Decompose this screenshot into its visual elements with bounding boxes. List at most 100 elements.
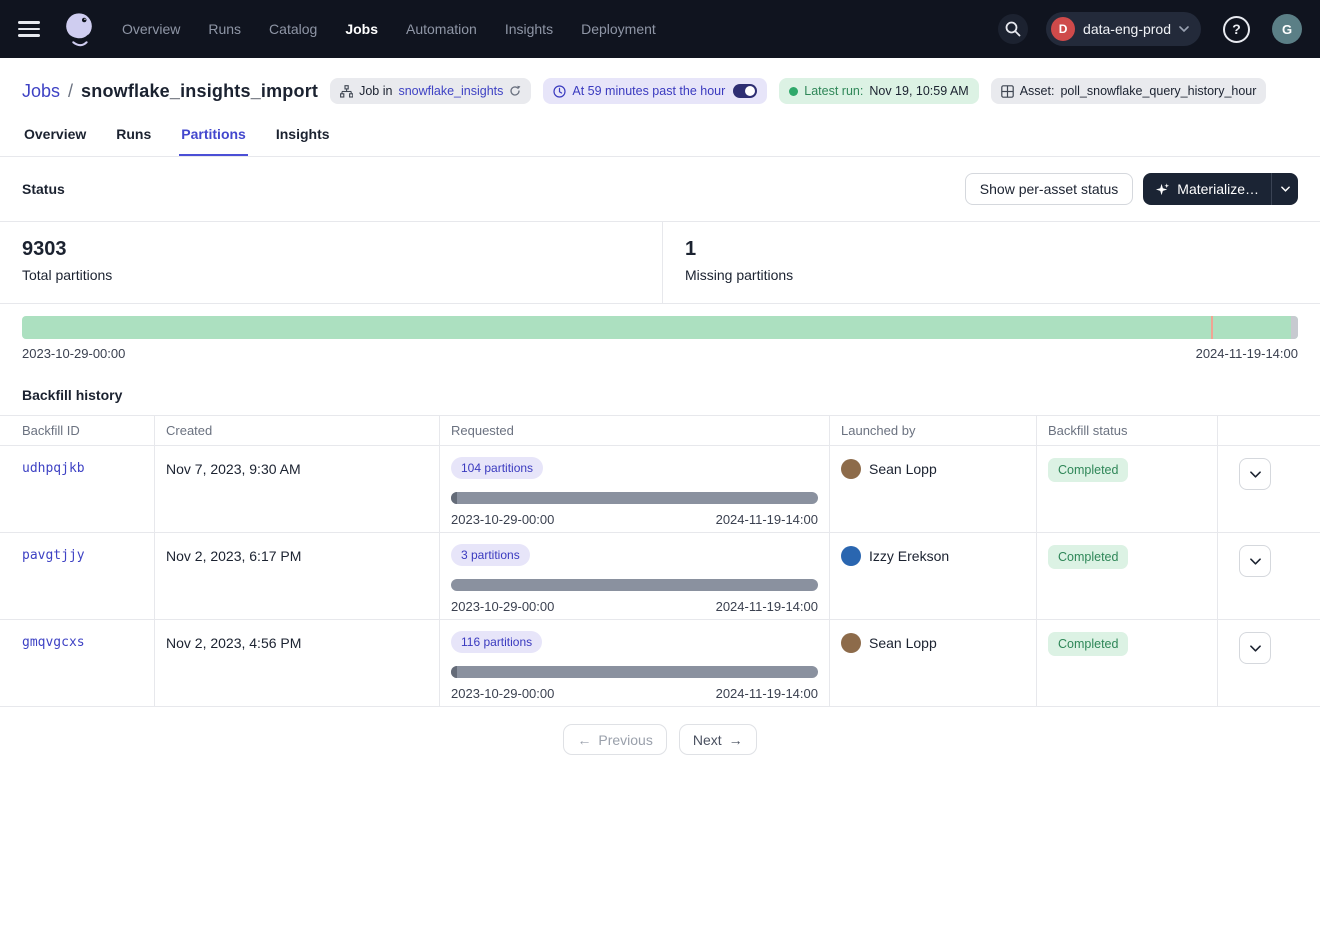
tab-insights[interactable]: Insights bbox=[274, 120, 332, 156]
dagster-logo-icon[interactable] bbox=[60, 7, 100, 51]
missing-partitions-stat: 1 Missing partitions bbox=[663, 222, 815, 303]
requested-partitions-tag[interactable]: 116 partitions bbox=[451, 631, 542, 653]
launcher-name: Izzy Erekson bbox=[869, 548, 949, 564]
refresh-icon[interactable] bbox=[509, 85, 521, 97]
help-icon: ? bbox=[1232, 21, 1241, 37]
partition-health-bar[interactable] bbox=[22, 316, 1298, 339]
schedule-text: At 59 minutes past the hour bbox=[572, 84, 725, 98]
total-partitions-stat: 9303 Total partitions bbox=[0, 222, 663, 303]
backfill-id-link[interactable]: pavgtjjy bbox=[22, 548, 85, 563]
asset-badge: Asset: poll_snowflake_query_history_hour bbox=[991, 78, 1267, 104]
row-actions-button[interactable] bbox=[1239, 545, 1271, 577]
nav-item-runs[interactable]: Runs bbox=[208, 21, 241, 37]
row-range-start: 2023-10-29-00:00 bbox=[451, 686, 554, 701]
column-header-launched-by: Launched by bbox=[830, 416, 1037, 445]
row-range-start: 2023-10-29-00:00 bbox=[451, 599, 554, 614]
range-bar-leading-cap bbox=[451, 492, 457, 504]
deployment-switcher[interactable]: D data-eng-prod bbox=[1046, 12, 1201, 46]
clock-icon bbox=[553, 85, 566, 98]
show-per-asset-status-button[interactable]: Show per-asset status bbox=[965, 173, 1134, 205]
chevron-down-icon bbox=[1250, 471, 1261, 478]
chevron-down-icon bbox=[1179, 26, 1189, 32]
requested-range-bar bbox=[451, 666, 818, 678]
help-button[interactable]: ? bbox=[1223, 16, 1250, 43]
tab-runs[interactable]: Runs bbox=[114, 120, 153, 156]
nav-item-insights[interactable]: Insights bbox=[505, 21, 553, 37]
arrow-left-icon: ← bbox=[577, 732, 591, 748]
backfill-status-badge: Completed bbox=[1048, 545, 1128, 569]
previous-page-button[interactable]: ← Previous bbox=[563, 724, 666, 755]
launcher-name: Sean Lopp bbox=[869, 461, 937, 477]
total-partitions-value: 9303 bbox=[22, 238, 640, 261]
total-partitions-label: Total partitions bbox=[22, 267, 640, 283]
chevron-down-icon bbox=[1281, 186, 1290, 192]
nav-item-automation[interactable]: Automation bbox=[406, 21, 477, 37]
page-tabs: Overview Runs Partitions Insights bbox=[0, 120, 1320, 157]
run-status-dot bbox=[789, 87, 798, 96]
status-section-header: Status Show per-asset status Materialize… bbox=[0, 157, 1320, 221]
backfill-id-link[interactable]: udhpqjkb bbox=[22, 461, 85, 476]
backfill-table-row: gmqvgcxs Nov 2, 2023, 4:56 PM 116 partit… bbox=[0, 620, 1320, 707]
column-header-backfill-id: Backfill ID bbox=[0, 416, 155, 445]
job-location-badge: Job in snowflake_insights bbox=[330, 78, 531, 104]
materialize-button[interactable]: Materialize… bbox=[1143, 173, 1272, 205]
row-actions-button[interactable] bbox=[1239, 632, 1271, 664]
partition-range-end: 2024-11-19-14:00 bbox=[1196, 346, 1298, 361]
column-header-created: Created bbox=[155, 416, 440, 445]
status-heading: Status bbox=[22, 181, 65, 197]
partition-stats: 9303 Total partitions 1 Missing partitio… bbox=[0, 221, 1320, 304]
missing-partitions-value: 1 bbox=[685, 238, 793, 261]
row-range-end: 2024-11-19-14:00 bbox=[716, 599, 818, 614]
row-actions-button[interactable] bbox=[1239, 458, 1271, 490]
schedule-badge: At 59 minutes past the hour bbox=[543, 78, 767, 104]
hamburger-menu-icon[interactable] bbox=[18, 15, 46, 43]
tab-overview[interactable]: Overview bbox=[22, 120, 88, 156]
asset-link[interactable]: poll_snowflake_query_history_hour bbox=[1060, 84, 1256, 98]
code-location-link[interactable]: snowflake_insights bbox=[398, 84, 503, 98]
breadcrumb-jobs-link[interactable]: Jobs bbox=[22, 81, 60, 102]
requested-partitions-tag[interactable]: 3 partitions bbox=[451, 544, 530, 566]
range-bar-leading-cap bbox=[451, 666, 457, 678]
materialize-button-group: Materialize… bbox=[1143, 173, 1298, 205]
launcher-avatar bbox=[841, 459, 861, 479]
requested-partitions-tag[interactable]: 104 partitions bbox=[451, 457, 543, 479]
nav-item-catalog[interactable]: Catalog bbox=[269, 21, 317, 37]
latest-run-badge: Latest run: Nov 19, 10:59 AM bbox=[779, 78, 978, 104]
deployment-name: data-eng-prod bbox=[1083, 21, 1171, 37]
launcher-avatar bbox=[841, 633, 861, 653]
requested-range-bar bbox=[451, 579, 818, 591]
missing-partition-marker bbox=[1211, 316, 1213, 339]
row-range-end: 2024-11-19-14:00 bbox=[716, 512, 818, 527]
materialize-label: Materialize… bbox=[1177, 181, 1259, 197]
arrow-right-icon: → bbox=[729, 732, 743, 748]
user-avatar[interactable]: G bbox=[1272, 14, 1302, 44]
materialize-dropdown-button[interactable] bbox=[1272, 173, 1298, 205]
nav-item-jobs[interactable]: Jobs bbox=[345, 21, 378, 37]
latest-run-label: Latest run: bbox=[804, 84, 863, 98]
backfill-status-badge: Completed bbox=[1048, 632, 1128, 656]
latest-run-link[interactable]: Nov 19, 10:59 AM bbox=[869, 84, 968, 98]
search-button[interactable] bbox=[998, 14, 1028, 44]
chevron-down-icon bbox=[1250, 645, 1261, 652]
main-nav-items: Overview Runs Catalog Jobs Automation Insight… bbox=[122, 21, 656, 37]
page-title: snowflake_insights_import bbox=[81, 81, 318, 102]
nav-item-overview[interactable]: Overview bbox=[122, 21, 180, 37]
row-range-start: 2023-10-29-00:00 bbox=[451, 512, 554, 527]
created-cell: Nov 7, 2023, 9:30 AM bbox=[166, 461, 428, 477]
column-header-actions bbox=[1218, 416, 1320, 445]
tab-partitions[interactable]: Partitions bbox=[179, 120, 248, 156]
created-cell: Nov 2, 2023, 4:56 PM bbox=[166, 635, 428, 651]
job-in-prefix: Job in bbox=[359, 84, 392, 98]
launcher-avatar bbox=[841, 546, 861, 566]
top-navigation: Overview Runs Catalog Jobs Automation Insight… bbox=[0, 0, 1320, 58]
next-page-button[interactable]: Next → bbox=[679, 724, 757, 755]
search-icon bbox=[1004, 20, 1022, 38]
backfill-id-link[interactable]: gmqvgcxs bbox=[22, 635, 85, 650]
missing-partitions-label: Missing partitions bbox=[685, 267, 793, 283]
launcher-name: Sean Lopp bbox=[869, 635, 937, 651]
nav-item-deployment[interactable]: Deployment bbox=[581, 21, 656, 37]
schedule-toggle[interactable] bbox=[733, 84, 757, 98]
pagination: ← Previous Next → bbox=[0, 724, 1320, 755]
backfill-table-row: pavgtjjy Nov 2, 2023, 6:17 PM 3 partitio… bbox=[0, 533, 1320, 620]
asset-table-icon bbox=[1001, 85, 1014, 98]
